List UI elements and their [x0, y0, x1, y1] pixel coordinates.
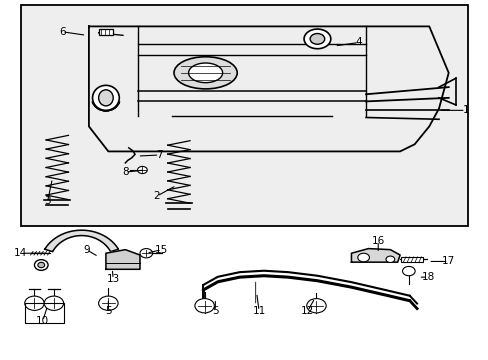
Circle shape — [44, 296, 63, 310]
Bar — [99, 29, 113, 35]
Ellipse shape — [38, 262, 44, 268]
Ellipse shape — [34, 260, 48, 270]
Circle shape — [357, 253, 369, 262]
Text: 9: 9 — [83, 245, 90, 255]
Text: 3: 3 — [44, 197, 51, 206]
Text: 12: 12 — [301, 306, 314, 316]
Ellipse shape — [92, 85, 119, 111]
Text: 13: 13 — [106, 274, 120, 284]
Circle shape — [137, 166, 147, 174]
Text: 16: 16 — [371, 236, 384, 246]
Text: 1: 1 — [462, 105, 468, 115]
Circle shape — [385, 256, 394, 262]
Text: 6: 6 — [59, 27, 65, 37]
Text: 8: 8 — [122, 167, 128, 177]
Ellipse shape — [174, 57, 237, 89]
Text: 10: 10 — [36, 316, 49, 326]
Text: 2: 2 — [153, 191, 160, 201]
Circle shape — [195, 298, 214, 313]
Text: 5: 5 — [212, 306, 218, 316]
Polygon shape — [45, 230, 118, 252]
Ellipse shape — [304, 29, 330, 49]
Text: 7: 7 — [156, 150, 163, 160]
Polygon shape — [351, 249, 399, 262]
Circle shape — [99, 296, 118, 310]
Bar — [21, 5, 467, 226]
Ellipse shape — [188, 63, 222, 83]
Bar — [25, 303, 63, 323]
Text: 14: 14 — [14, 248, 27, 258]
Text: 5: 5 — [105, 306, 111, 316]
Circle shape — [402, 266, 414, 276]
Circle shape — [25, 296, 44, 310]
Text: 17: 17 — [441, 256, 454, 266]
Text: 11: 11 — [252, 306, 265, 316]
Text: 15: 15 — [155, 245, 168, 255]
Ellipse shape — [309, 33, 324, 44]
FancyBboxPatch shape — [400, 257, 422, 262]
Polygon shape — [106, 249, 140, 269]
Text: 18: 18 — [421, 272, 434, 282]
Circle shape — [140, 249, 152, 258]
Text: 4: 4 — [355, 37, 361, 48]
Ellipse shape — [99, 90, 113, 106]
Circle shape — [306, 298, 325, 313]
